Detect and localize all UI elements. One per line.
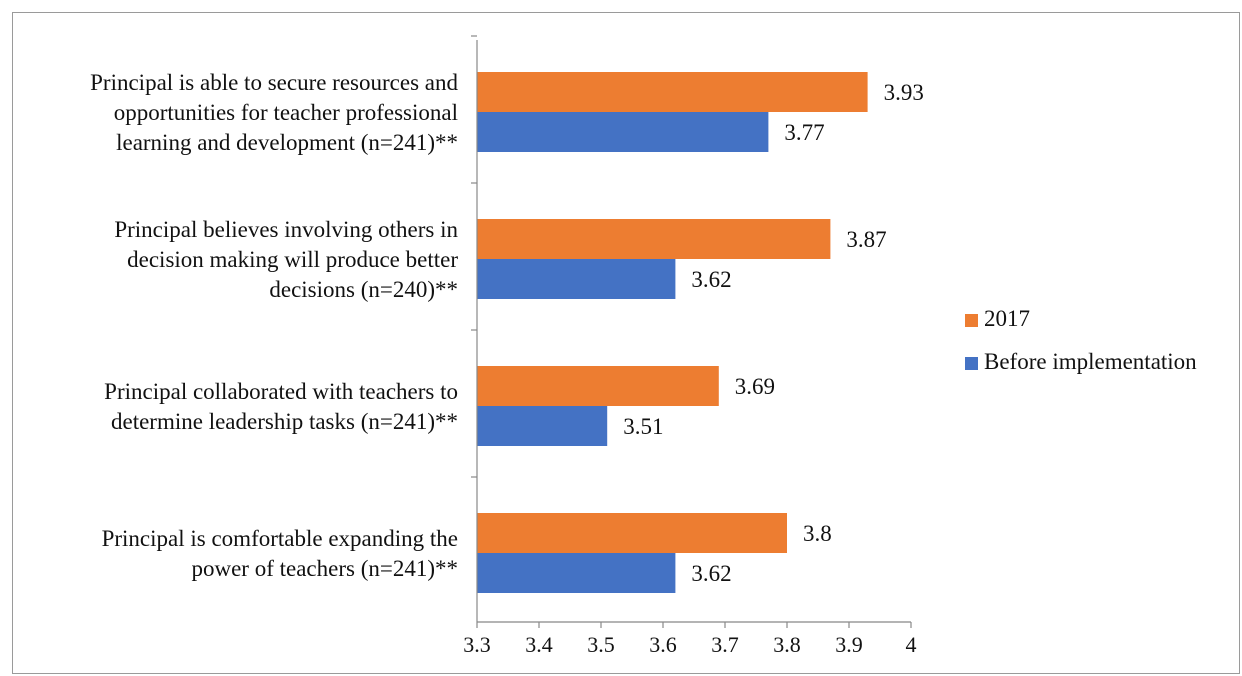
data-label: 3.51	[623, 414, 663, 439]
bar-series-2017	[477, 72, 868, 112]
legend-label: 2017	[984, 306, 1030, 331]
legend-label: Before implementation	[984, 349, 1197, 374]
legend: 2017 Before implementation	[965, 306, 1197, 374]
x-tick-label: 3.9	[835, 632, 863, 657]
x-tick-label: 3.6	[649, 632, 677, 657]
data-label: 3.8	[803, 521, 832, 546]
x-tick-label: 3.3	[463, 632, 491, 657]
bar-series-2017	[477, 219, 831, 259]
category-label-line: opportunities for teacher professional	[114, 100, 458, 125]
bar-series-before	[477, 406, 608, 446]
category-label-line: Principal collaborated with teachers to	[104, 379, 458, 404]
category-label-line: Principal believes involving others in	[114, 217, 458, 242]
axes: 3.3 3.4 3.5 3.6 3.7 3.8 3.9 4	[463, 35, 917, 657]
x-tick-label: 3.7	[711, 632, 739, 657]
value-labels: 3.93 3.77 3.87 3.62 3.69 3.51 3.8 3.62	[623, 80, 924, 586]
legend-swatch	[965, 314, 978, 327]
bar-series-before	[477, 259, 676, 299]
category-label-line: Principal is comfortable expanding the	[102, 526, 458, 551]
data-label: 3.62	[691, 267, 731, 292]
bar-series-2017	[477, 366, 719, 406]
bar-series-before	[477, 112, 769, 152]
data-label: 3.62	[691, 561, 731, 586]
data-label: 3.93	[884, 80, 924, 105]
x-tick-label: 3.5	[587, 632, 615, 657]
category-label-line: determine leadership tasks (n=241)**	[111, 409, 458, 434]
data-label: 3.77	[784, 120, 824, 145]
x-tick-label: 4	[906, 632, 917, 657]
bars	[477, 72, 868, 593]
category-label-line: Principal is able to secure resources an…	[90, 70, 458, 95]
bar-series-before	[477, 553, 676, 593]
category-label-line: learning and development (n=241)**	[116, 130, 458, 155]
category-label-line: decision making will produce better	[127, 247, 458, 272]
category-labels: Principal is able to secure resources an…	[90, 70, 458, 581]
data-label: 3.87	[846, 227, 886, 252]
legend-swatch	[965, 357, 978, 370]
x-tick-label: 3.8	[773, 632, 801, 657]
x-tick-label: 3.4	[525, 632, 553, 657]
data-label: 3.69	[735, 374, 775, 399]
category-label-line: decisions (n=240)**	[269, 277, 458, 302]
category-label-line: power of teachers (n=241)**	[191, 556, 458, 581]
bar-series-2017	[477, 513, 787, 553]
